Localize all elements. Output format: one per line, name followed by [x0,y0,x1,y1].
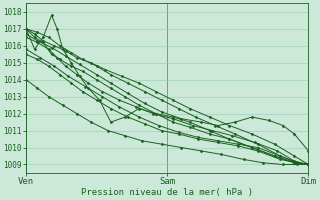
X-axis label: Pression niveau de la mer( hPa ): Pression niveau de la mer( hPa ) [81,188,253,197]
